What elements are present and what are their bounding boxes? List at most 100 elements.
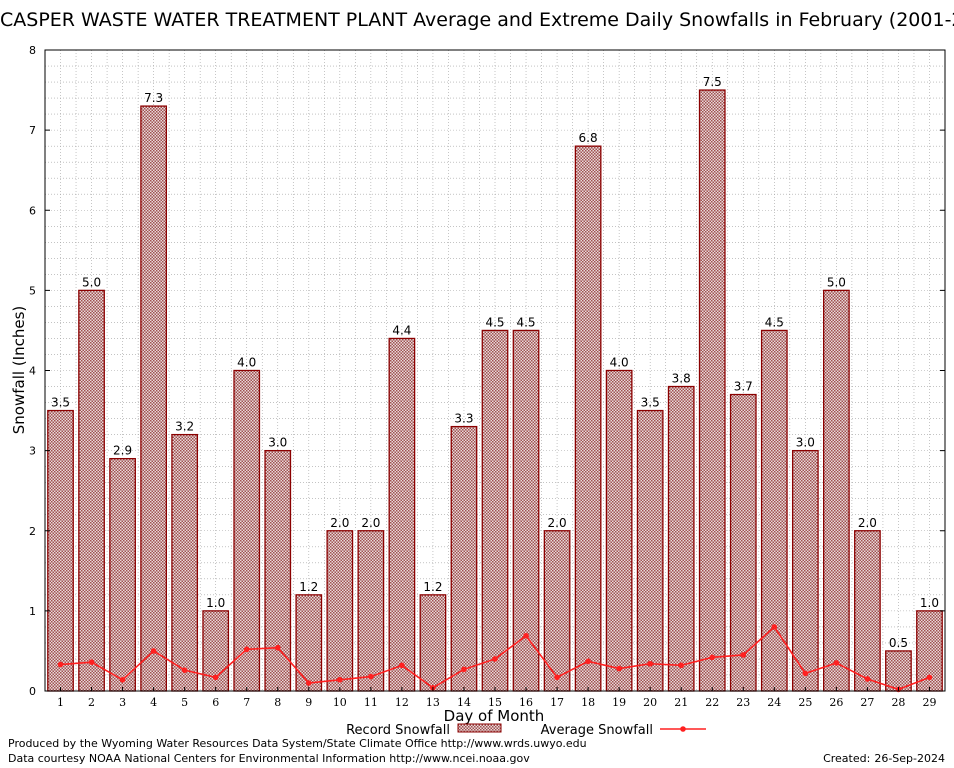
average-snowfall-point bbox=[554, 674, 560, 681]
x-tick-label: 28 bbox=[891, 696, 905, 709]
average-snowfall-point bbox=[399, 662, 405, 669]
average-snowfall-point bbox=[337, 676, 343, 683]
bar-value-label: 3.3 bbox=[454, 412, 473, 426]
average-snowfall-point bbox=[740, 652, 747, 658]
y-tick-label: 1 bbox=[29, 605, 36, 618]
x-tick-label: 11 bbox=[364, 696, 378, 709]
record-snowfall-bar bbox=[885, 650, 912, 692]
record-snowfall-bar bbox=[171, 433, 199, 692]
bar-value-label: 5.0 bbox=[827, 275, 846, 289]
bar-value-label: 4.0 bbox=[610, 356, 629, 370]
average-snowfall-point bbox=[833, 660, 840, 666]
bar-value-label: 3.5 bbox=[51, 396, 70, 410]
x-tick-label: 16 bbox=[519, 696, 533, 709]
created-value: 26-Sep-2024 bbox=[874, 752, 945, 765]
bar-value-label: 2.0 bbox=[361, 516, 380, 530]
bar-value-label: 2.0 bbox=[330, 516, 349, 530]
x-axis-ticks: 1 2 3 4 5 6 7 8 9 10 11 12 13 14 15 16 17 18 19 20 21 22 23 24 2… bbox=[57, 687, 936, 709]
record-snowfall-bar bbox=[574, 145, 602, 692]
x-tick-label: 24 bbox=[767, 696, 781, 709]
average-snowfall-point bbox=[88, 659, 95, 665]
x-tick-label: 22 bbox=[705, 696, 719, 709]
bar-value-labels: 3.5 5.0 2.9 7.3 3.2 1.0 4.0 3.0 1.2 2.0 2.0 4.4 1.2 3… bbox=[51, 75, 939, 650]
chart-title: CASPER WASTE WATER TREATMENT PLANT Avera… bbox=[0, 9, 954, 31]
created-date: Created: 26-Sep-2024 bbox=[823, 752, 945, 765]
average-snowfall-point bbox=[119, 676, 126, 683]
bar-value-label: 2.9 bbox=[113, 444, 132, 458]
bar-value-label: 1.0 bbox=[206, 596, 225, 610]
average-snowfall-point bbox=[926, 674, 933, 681]
created-label: Created: bbox=[823, 752, 871, 765]
y-tick-label: 2 bbox=[29, 525, 36, 538]
average-snowfall-point bbox=[616, 665, 622, 672]
record-snowfall-bar bbox=[760, 329, 788, 692]
x-tick-label: 12 bbox=[395, 696, 409, 709]
record-snowfall-bar bbox=[140, 105, 167, 692]
x-tick-label: 9 bbox=[305, 696, 312, 709]
average-snowfall-point bbox=[492, 656, 498, 662]
record-snowfall-bar bbox=[419, 594, 447, 692]
bar-value-label: 3.8 bbox=[672, 372, 691, 386]
bar-value-label: 4.4 bbox=[392, 323, 411, 337]
average-snowfall-line bbox=[57, 624, 933, 693]
bar-value-label: 1.2 bbox=[423, 580, 442, 594]
x-tick-label: 14 bbox=[457, 696, 471, 709]
x-tick-label: 20 bbox=[643, 696, 657, 709]
x-tick-label: 23 bbox=[736, 696, 750, 709]
x-tick-label: 17 bbox=[550, 696, 564, 709]
bar-value-label: 3.5 bbox=[641, 396, 660, 410]
record-snowfall-bar bbox=[791, 449, 819, 692]
x-tick-label: 13 bbox=[426, 696, 440, 709]
y-tick-label: 7 bbox=[29, 124, 36, 137]
bar-value-label: 2.0 bbox=[858, 516, 877, 530]
record-snowfall-bar bbox=[388, 337, 416, 692]
x-tick-label: 2 bbox=[88, 696, 95, 709]
legend-average-snowfall-label: Average Snowfall bbox=[541, 723, 653, 738]
record-snowfall-bar bbox=[698, 89, 726, 692]
record-snowfall-bar bbox=[450, 425, 478, 692]
bar-value-label: 6.8 bbox=[579, 131, 598, 145]
y-tick-label: 5 bbox=[29, 284, 36, 297]
y-tick-label: 8 bbox=[29, 44, 36, 57]
credit-data-source: Data courtesy NOAA National Centers for … bbox=[8, 752, 530, 765]
average-snowfall-point bbox=[864, 676, 871, 682]
record-snowfall-bar bbox=[264, 449, 292, 692]
y-tick-label: 3 bbox=[29, 445, 36, 458]
bar-value-label: 3.2 bbox=[175, 420, 194, 434]
record-snowfall-bar bbox=[357, 530, 385, 692]
average-snowfall-point bbox=[709, 654, 716, 661]
x-tick-label: 26 bbox=[829, 696, 843, 709]
average-snowfall-point bbox=[461, 666, 467, 673]
y-axis-ticks: 0 1 2 3 4 5 6 7 8 bbox=[29, 44, 945, 698]
x-tick-label: 25 bbox=[798, 696, 812, 709]
record-snowfall-bar bbox=[823, 289, 850, 692]
average-snowfall-point bbox=[647, 660, 653, 667]
record-snowfall-bar bbox=[481, 329, 509, 692]
legend-record-snowfall-label: Record Snowfall bbox=[346, 723, 450, 738]
bar-value-label: 3.0 bbox=[268, 436, 287, 450]
x-tick-label: 19 bbox=[612, 696, 626, 709]
x-tick-label: 21 bbox=[674, 696, 688, 709]
y-tick-label: 4 bbox=[29, 365, 36, 378]
y-tick-label: 6 bbox=[29, 204, 36, 217]
bar-value-label: 4.5 bbox=[485, 315, 504, 329]
average-snowfall-point bbox=[585, 658, 591, 665]
bar-value-label: 1.2 bbox=[299, 580, 318, 594]
bar-value-label: 0.5 bbox=[889, 636, 908, 650]
x-tick-label: 3 bbox=[119, 696, 126, 709]
average-snowfall-point bbox=[678, 662, 685, 669]
record-snowfall-bars bbox=[47, 89, 943, 692]
record-snowfall-bar bbox=[543, 530, 571, 692]
average-snowfall-point bbox=[57, 661, 64, 668]
bar-value-label: 3.7 bbox=[734, 380, 753, 394]
y-tick-label: 0 bbox=[29, 685, 36, 698]
record-snowfall-bar bbox=[47, 409, 74, 692]
x-tick-label: 8 bbox=[274, 696, 281, 709]
credit-producer: Produced by the Wyoming Water Resources … bbox=[8, 737, 587, 750]
bar-value-label: 4.0 bbox=[237, 356, 256, 370]
average-snowfall-point bbox=[305, 680, 312, 686]
average-snowfall-point bbox=[771, 624, 778, 630]
legend-average-snowfall-marker bbox=[680, 726, 686, 732]
x-tick-label: 27 bbox=[860, 696, 874, 709]
